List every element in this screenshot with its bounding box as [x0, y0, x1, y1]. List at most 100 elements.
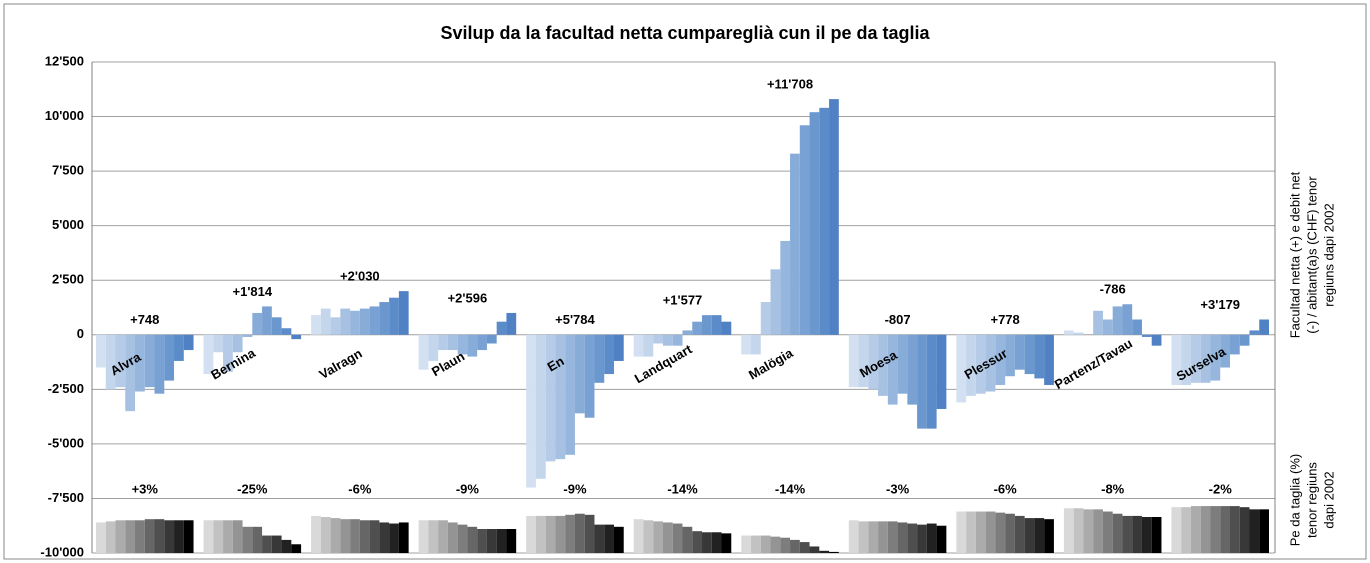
bar — [311, 315, 321, 335]
bar — [262, 306, 272, 335]
tax-bar — [359, 520, 370, 553]
tax-bar — [770, 536, 781, 553]
tax-bar — [125, 520, 136, 553]
tax-bar — [1181, 507, 1191, 553]
tax-change-label: -6% — [348, 481, 372, 496]
tax-bar — [291, 544, 302, 553]
tax-bar — [848, 520, 859, 553]
tax-bar — [115, 520, 126, 553]
tax-bar — [1044, 519, 1054, 553]
tax-bar — [271, 535, 282, 553]
tax-bar — [1220, 506, 1230, 553]
y-axis-label: Facultad netta (+) e debit net — [1287, 171, 1302, 338]
tax-bar — [369, 520, 380, 553]
bar — [995, 334, 1006, 385]
bar — [379, 302, 390, 335]
tax-bar — [428, 520, 439, 553]
bar — [966, 334, 976, 396]
tax-bar — [183, 520, 194, 553]
tax-bar — [878, 521, 888, 553]
tax-change-label: -3% — [886, 481, 910, 496]
bar — [1034, 334, 1045, 379]
tax-change-label: -6% — [994, 481, 1018, 496]
bar — [1190, 334, 1201, 383]
bar — [447, 334, 458, 351]
tax-bar — [1005, 513, 1015, 553]
y-tick-label: -5'000 — [48, 435, 84, 450]
tax-bar — [799, 542, 810, 553]
tax-bar — [594, 524, 605, 553]
tax-bar — [252, 526, 263, 553]
chart-border — [3, 3, 1367, 560]
bar — [105, 334, 116, 390]
tax-bar — [213, 520, 224, 553]
bar — [526, 334, 536, 488]
bar — [213, 334, 224, 353]
bar — [1024, 334, 1035, 375]
bar — [271, 317, 282, 335]
y-tick-label: -2'500 — [48, 381, 84, 396]
tax-bar — [1083, 509, 1094, 553]
tax-bar — [262, 535, 272, 553]
bar — [975, 334, 986, 394]
tax-bar — [320, 516, 331, 553]
tax-bar — [1229, 506, 1240, 553]
tax-change-label: -2% — [1209, 481, 1233, 496]
bar — [613, 334, 624, 361]
bar — [545, 334, 556, 462]
tax-bar — [1102, 511, 1113, 553]
tax-bar — [936, 525, 947, 553]
bar — [565, 334, 575, 455]
tax-bar — [1014, 515, 1025, 553]
tax-bar — [985, 511, 996, 553]
bar — [135, 334, 145, 392]
bar — [154, 334, 165, 394]
tax-bar — [223, 520, 233, 553]
bar — [398, 291, 409, 335]
bar — [555, 334, 566, 460]
bar — [926, 334, 937, 429]
tax-bar — [164, 520, 175, 553]
bar — [350, 310, 360, 335]
tax-bar — [692, 531, 703, 553]
bar — [643, 334, 654, 357]
bar — [604, 334, 614, 375]
change-label: +5'784 — [555, 312, 595, 327]
y-axis-label: (-) / abitant(a)s (CHF) tenor — [1304, 176, 1319, 334]
tax-bar — [545, 515, 556, 553]
change-label: +1'814 — [233, 284, 273, 299]
tax-bar — [311, 515, 321, 553]
bar — [291, 334, 302, 340]
bar — [917, 334, 927, 429]
tax-bar — [584, 514, 595, 553]
tax-bar — [975, 511, 986, 553]
tax-change-label: -14% — [775, 481, 806, 496]
tax-change-label: -9% — [563, 481, 587, 496]
y-tick-label: 7'500 — [52, 163, 84, 178]
bar — [574, 334, 585, 414]
tax-bar — [232, 520, 243, 553]
y-axis-label: regiuns dapi 2002 — [1321, 203, 1336, 306]
tax-bar — [868, 521, 879, 553]
bar — [682, 330, 693, 335]
tax-bar — [1034, 518, 1045, 553]
bar — [486, 334, 497, 344]
bar — [770, 269, 781, 335]
tax-bar — [1063, 508, 1074, 553]
bar — [223, 334, 233, 372]
bar — [985, 334, 996, 392]
bar — [702, 315, 712, 335]
tax-bar — [604, 524, 614, 553]
bar — [858, 334, 869, 388]
tax-bar — [535, 515, 546, 553]
region-label: En — [545, 353, 567, 374]
tax-change-label: -9% — [456, 481, 480, 496]
tax-bar — [819, 550, 830, 553]
tax-bar — [496, 528, 507, 553]
bar — [1063, 330, 1074, 335]
bar — [1210, 334, 1221, 381]
tax-bar — [917, 524, 927, 553]
tax-bar — [1093, 509, 1103, 553]
bar — [144, 334, 155, 388]
tax-bar — [1132, 515, 1142, 553]
